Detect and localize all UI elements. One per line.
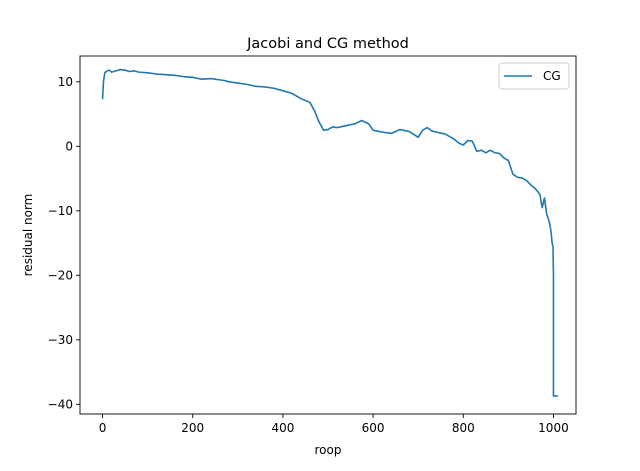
- x-tick-label: 0: [99, 421, 107, 435]
- x-tick-label: 200: [181, 421, 204, 435]
- y-tick-label: −40: [48, 397, 73, 411]
- legend: CG: [498, 62, 570, 90]
- y-tick-label: −20: [48, 268, 73, 282]
- x-tick-label: 400: [271, 421, 294, 435]
- series-line-cg: [101, 68, 558, 397]
- x-axis: 0 200 400 600 800 1000: [99, 414, 569, 435]
- y-axis-label: residual norm: [21, 194, 35, 277]
- x-tick-label: 1000: [538, 421, 569, 435]
- plot-area: [79, 55, 577, 415]
- plot-frame: [79, 55, 577, 415]
- y-axis: −40 −30 −20 −10 0 10: [48, 75, 80, 411]
- legend-label-cg: CG: [543, 69, 561, 83]
- x-tick-label: 600: [362, 421, 385, 435]
- y-tick-label: −30: [48, 333, 73, 347]
- y-tick-label: 10: [58, 75, 73, 89]
- x-tick-label: 800: [452, 421, 475, 435]
- chart-title: Jacobi and CG method: [246, 36, 409, 52]
- x-axis-label: roop: [315, 443, 342, 457]
- legend-box: [498, 62, 570, 90]
- y-tick-label: −10: [48, 204, 73, 218]
- y-tick-label: 0: [65, 139, 73, 153]
